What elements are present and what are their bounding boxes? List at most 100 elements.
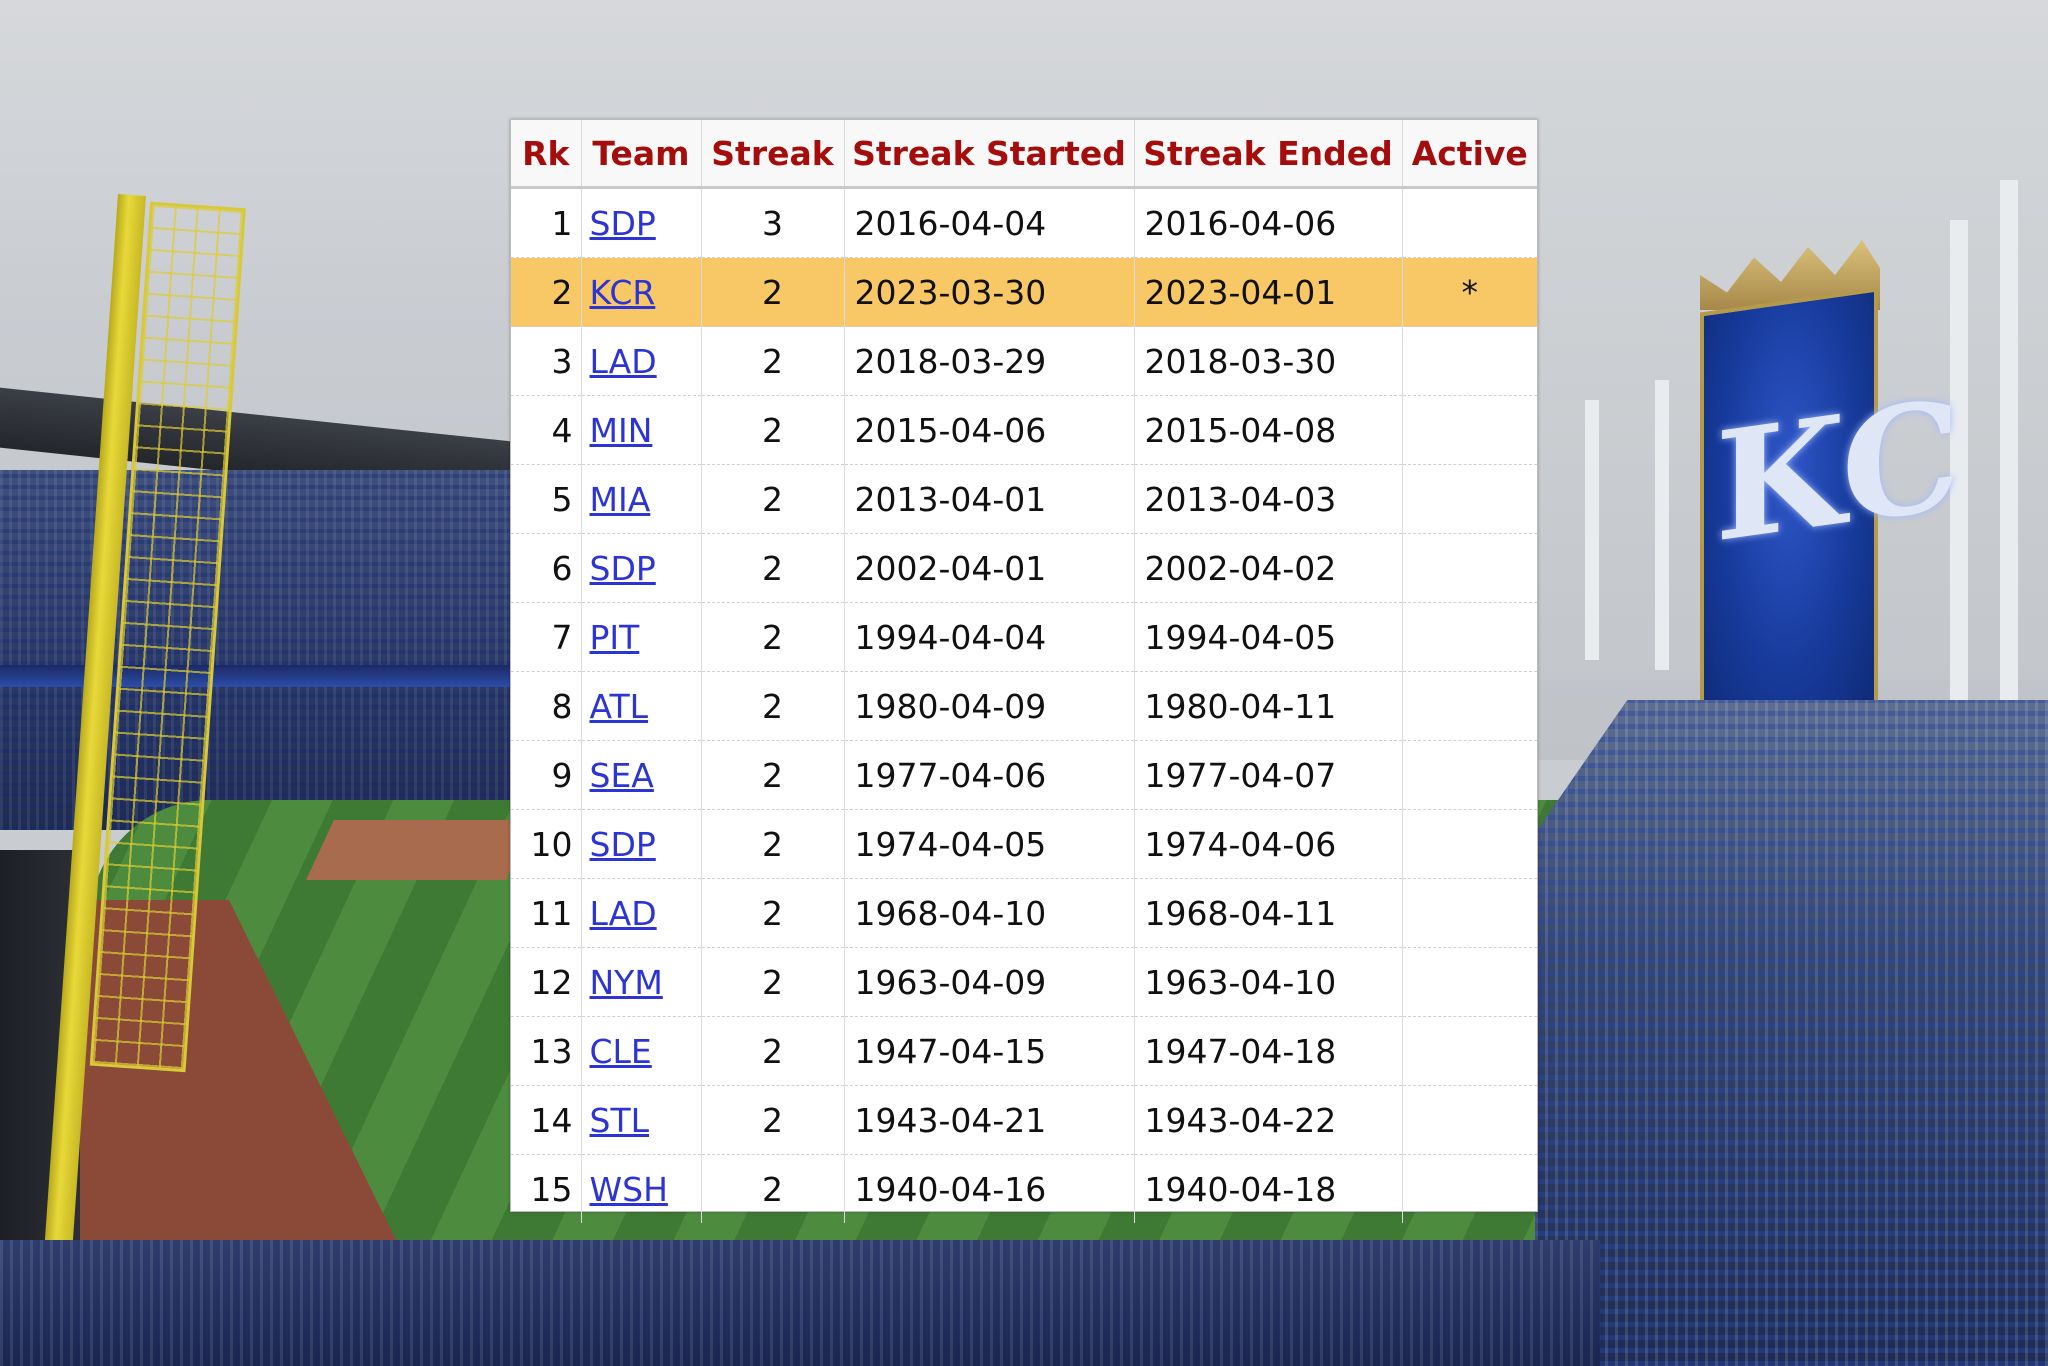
cell-rk: 11 (511, 878, 582, 948)
cell-streak-ended: 2018-03-30 (1134, 326, 1403, 396)
team-link[interactable]: KCR (589, 272, 656, 312)
table-row: 5 MIA 2 2013-04-01 2013-04-03 (511, 464, 1537, 534)
header-streak[interactable]: Streak (701, 120, 845, 189)
cell-rk: 5 (511, 464, 582, 534)
cell-active (1402, 464, 1537, 534)
cell-active (1402, 1016, 1537, 1086)
table-row: 3 LAD 2 2018-03-29 2018-03-30 (511, 326, 1537, 396)
team-link[interactable]: PIT (589, 617, 640, 657)
cell-rk: 14 (511, 1085, 582, 1155)
cell-streak-ended: 1974-04-06 (1134, 809, 1403, 879)
cell-streak-started: 1994-04-04 (844, 602, 1135, 672)
cell-team: LAD (581, 326, 702, 396)
cell-streak-started: 2018-03-29 (844, 326, 1135, 396)
team-link[interactable]: WSH (589, 1169, 668, 1209)
cell-team: MIN (581, 395, 702, 465)
table-row: 14 STL 2 1943-04-21 1943-04-22 (511, 1085, 1537, 1155)
team-link[interactable]: STL (589, 1100, 650, 1140)
cell-team: SEA (581, 740, 702, 810)
cell-streak-started: 1940-04-16 (844, 1154, 1135, 1223)
right-stands-crowd (1535, 700, 2048, 1366)
cell-streak-started: 1974-04-05 (844, 809, 1135, 879)
table-row: 8 ATL 2 1980-04-09 1980-04-11 (511, 671, 1537, 741)
cell-active: * (1402, 257, 1537, 327)
team-link[interactable]: SDP (589, 824, 656, 864)
table-row: 12 NYM 2 1963-04-09 1963-04-10 (511, 947, 1537, 1017)
cell-streak-started: 2023-03-30 (844, 257, 1135, 327)
cell-streak: 2 (701, 878, 845, 948)
cell-streak: 2 (701, 740, 845, 810)
cell-streak: 2 (701, 326, 845, 396)
cell-rk: 12 (511, 947, 582, 1017)
cell-streak-started: 2013-04-01 (844, 464, 1135, 534)
header-active[interactable]: Active (1402, 120, 1537, 189)
team-link[interactable]: SEA (589, 755, 654, 795)
cell-active (1402, 395, 1537, 465)
cell-active (1402, 947, 1537, 1017)
table-row: 4 MIN 2 2015-04-06 2015-04-08 (511, 395, 1537, 465)
cell-streak-ended: 2013-04-03 (1134, 464, 1403, 534)
bottom-stands-crowd (0, 1240, 1600, 1366)
cell-streak-ended: 2016-04-06 (1134, 187, 1403, 258)
cell-team: KCR (581, 257, 702, 327)
cell-streak: 2 (701, 533, 845, 603)
cell-streak-ended: 1940-04-18 (1134, 1154, 1403, 1223)
left-stands-banner (0, 665, 520, 687)
cell-active (1402, 809, 1537, 879)
cell-rk: 7 (511, 602, 582, 672)
team-link[interactable]: SDP (589, 203, 656, 243)
cell-streak: 2 (701, 464, 845, 534)
cell-active (1402, 1154, 1537, 1223)
cell-streak: 2 (701, 395, 845, 465)
streak-table: Rk Team Streak Streak Started Streak End… (511, 120, 1537, 1223)
table-row: 1 SDP 3 2016-04-04 2016-04-06 (511, 187, 1537, 258)
cell-rk: 3 (511, 326, 582, 396)
cell-streak-ended: 2002-04-02 (1134, 533, 1403, 603)
team-link[interactable]: NYM (589, 962, 663, 1002)
team-link[interactable]: MIA (589, 479, 651, 519)
cell-rk: 6 (511, 533, 582, 603)
cell-active (1402, 671, 1537, 741)
cell-streak: 2 (701, 602, 845, 672)
table-row: 11 LAD 2 1968-04-10 1968-04-11 (511, 878, 1537, 948)
table-row: 15 WSH 2 1940-04-16 1940-04-18 (511, 1154, 1537, 1223)
cell-active (1402, 602, 1537, 672)
team-link[interactable]: CLE (589, 1031, 652, 1071)
cell-streak-ended: 1968-04-11 (1134, 878, 1403, 948)
cell-team: NYM (581, 947, 702, 1017)
cell-streak-ended: 1947-04-18 (1134, 1016, 1403, 1086)
cell-streak-ended: 2015-04-08 (1134, 395, 1403, 465)
team-link[interactable]: LAD (589, 341, 657, 381)
cell-active (1402, 740, 1537, 810)
cell-streak-started: 1980-04-09 (844, 671, 1135, 741)
scoreboard-logo: KC (1715, 366, 1961, 577)
cell-rk: 1 (511, 187, 582, 258)
cell-active (1402, 187, 1537, 258)
team-link[interactable]: LAD (589, 893, 657, 933)
cell-streak: 2 (701, 1016, 845, 1086)
cell-team: STL (581, 1085, 702, 1155)
light-tower (2000, 180, 2018, 740)
cell-active (1402, 878, 1537, 948)
cell-active (1402, 533, 1537, 603)
cell-rk: 10 (511, 809, 582, 879)
header-team[interactable]: Team (581, 120, 702, 189)
header-streak-ended[interactable]: Streak Ended (1134, 120, 1403, 189)
table-header-row: Rk Team Streak Streak Started Streak End… (511, 120, 1537, 189)
cell-rk: 9 (511, 740, 582, 810)
cell-rk: 2 (511, 257, 582, 327)
cell-team: LAD (581, 878, 702, 948)
cell-streak: 2 (701, 257, 845, 327)
team-link[interactable]: ATL (589, 686, 649, 726)
table-row: 7 PIT 2 1994-04-04 1994-04-05 (511, 602, 1537, 672)
infield-dirt (306, 820, 534, 880)
header-streak-started[interactable]: Streak Started (844, 120, 1135, 189)
cell-rk: 8 (511, 671, 582, 741)
cell-team: CLE (581, 1016, 702, 1086)
team-link[interactable]: SDP (589, 548, 656, 588)
header-rk[interactable]: Rk (511, 120, 582, 189)
cell-streak-ended: 1994-04-05 (1134, 602, 1403, 672)
cell-streak: 2 (701, 1085, 845, 1155)
cell-team: SDP (581, 809, 702, 879)
team-link[interactable]: MIN (589, 410, 653, 450)
